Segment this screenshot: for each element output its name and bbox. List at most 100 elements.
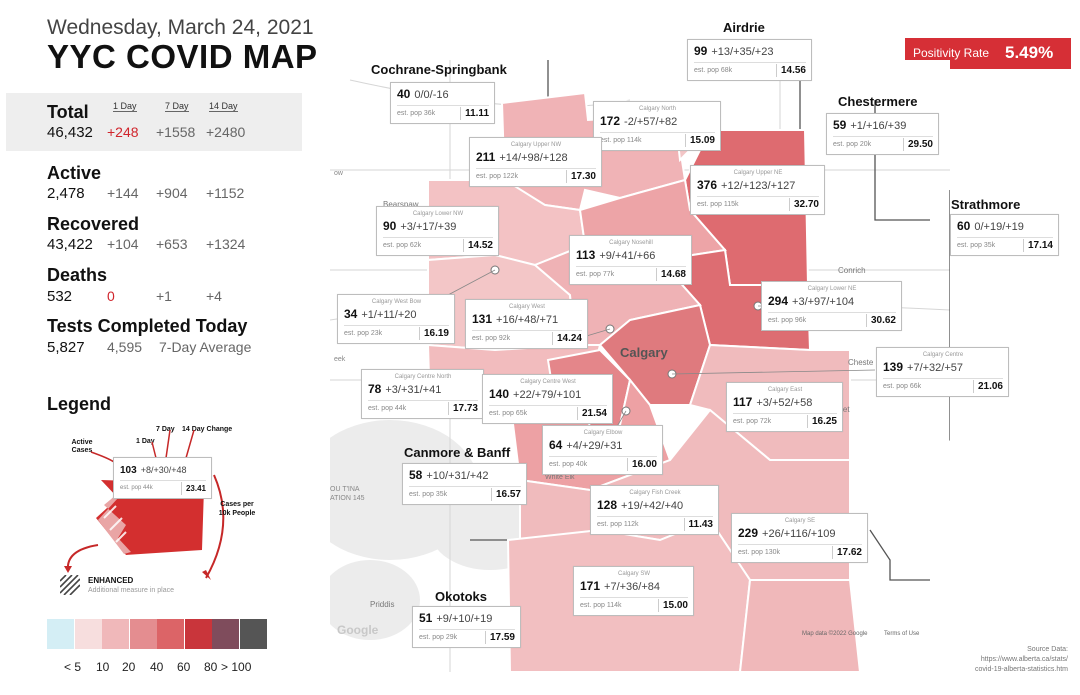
- area-active: 78: [368, 382, 382, 396]
- legend-per10k: Cases per 10k People: [218, 501, 256, 517]
- legend-sample-rate: 23.41: [180, 482, 206, 495]
- label-chestermere-small: Cheste: [848, 358, 874, 367]
- area-rate: 29.50: [902, 138, 933, 151]
- legend-sample-change: +8/+30/+48: [140, 465, 187, 475]
- area-name: Calgary Nosehill: [609, 240, 653, 246]
- date: Wednesday, March 24, 2021: [47, 16, 314, 39]
- area-pop: est. pop 35k: [957, 242, 996, 249]
- area-card-lowernw: Calgary Lower NW 90 +3/+17/+39 est. pop 62k…: [376, 206, 499, 256]
- tests-label: Tests Completed Today: [47, 316, 248, 336]
- area-active: 376: [697, 178, 718, 192]
- area-rate: 14.68: [655, 268, 686, 281]
- positivity-label: Positivity Rate: [913, 46, 990, 60]
- area-pop: est. pop 96k: [768, 317, 807, 324]
- area-change: +3/+97/+104: [792, 296, 855, 308]
- area-rate: 21.06: [972, 380, 1003, 393]
- deaths-d14: +4: [206, 288, 222, 304]
- area-pop: est. pop 36k: [397, 110, 436, 117]
- source-note: Source Data: https://www.alberta.ca/stat…: [928, 645, 1068, 675]
- label-nation: OU T'INA ATION 145: [330, 486, 365, 502]
- area-name: Calgary Upper NW: [510, 142, 562, 148]
- scale-swatch: [74, 619, 102, 649]
- area-pop: est. pop 40k: [549, 461, 588, 468]
- area-card-lowerne: Calgary Lower NE 294 +3/+97/+104 est. pop 9…: [761, 281, 902, 331]
- recovered-value: 43,422: [47, 236, 93, 253]
- area-rate: 17.73: [447, 402, 478, 415]
- area-rate: 17.30: [565, 170, 596, 183]
- scale-swatch: [47, 619, 74, 649]
- source-url2[interactable]: covid-19-alberta-statistics.htm: [975, 666, 1068, 673]
- area-active: 140: [489, 387, 510, 401]
- area-card-west: Calgary West 131 +16/+48/+71 est. pop 92k 14…: [465, 299, 588, 349]
- area-card-centrenorth: Calgary Centre North 78 +3/+31/+41 est. pop…: [361, 369, 484, 419]
- total-d7: +1558: [156, 124, 196, 140]
- area-change: +19/+42/+40: [621, 500, 684, 512]
- scale-swatch: [184, 619, 212, 649]
- area-card-se: Calgary SE 229 +26/+116/+109 est. pop 130k 1…: [731, 513, 868, 563]
- area-active: 131: [472, 312, 493, 326]
- area-change: +9/+10/+19: [436, 613, 493, 625]
- recovered-d14: +1324: [206, 236, 246, 252]
- area-rate: 32.70: [788, 198, 819, 211]
- area-active: 294: [768, 294, 789, 308]
- area-pop: est. pop 35k: [409, 491, 448, 498]
- city-strathmore: Strathmore: [951, 197, 1021, 212]
- active-d1: +144: [107, 185, 139, 201]
- area-change: 0/0/-16: [414, 89, 449, 101]
- total-label: Total: [47, 102, 89, 122]
- area-rate: 30.62: [865, 314, 896, 327]
- scale-label: 20: [122, 660, 136, 674]
- label-eek: eek: [334, 356, 346, 363]
- city-chestermere: Chestermere: [838, 94, 918, 109]
- area-pop: est. pop 122k: [476, 173, 519, 180]
- col-7day: 7 Day: [165, 101, 189, 112]
- area-active: 139: [883, 360, 904, 374]
- map-terms-link[interactable]: Terms of Use: [884, 631, 920, 637]
- area-pop: est. pop 20k: [833, 141, 872, 148]
- enhanced-hatch-icon: [60, 575, 80, 595]
- total-d14: +2480: [206, 124, 246, 140]
- deaths-label: Deaths: [47, 265, 108, 285]
- total-panel: [6, 93, 302, 151]
- recovered-d1: +104: [107, 236, 139, 252]
- area-rate: 15.09: [684, 134, 715, 147]
- area-rate: 16.57: [490, 488, 521, 501]
- recovered-d7: +653: [156, 236, 188, 252]
- area-active: 229: [738, 526, 759, 540]
- label-ow: ow: [334, 170, 343, 177]
- area-card-chestermere: 59 +1/+16/+39 est. pop 20k 29.50: [826, 113, 939, 155]
- area-card-uppernw: Calgary Upper NW 211 +14/+98/+128 est. pop …: [469, 137, 602, 187]
- area-pop: est. pop 66k: [883, 383, 922, 390]
- tests-avg-label: 7-Day Average: [159, 339, 252, 355]
- legend-enhanced-sub: Additional measure in place: [88, 587, 174, 594]
- area-rate: 17.62: [831, 546, 862, 559]
- area-card-centre: Calgary Centre 139 +7/+32/+57 est. pop 66k 2…: [876, 347, 1009, 397]
- area-change: -2/+57/+82: [624, 116, 678, 128]
- scale-swatch: [157, 619, 184, 649]
- area-rate: 21.54: [576, 407, 607, 420]
- active-d14: +1152: [206, 185, 245, 201]
- area-pop: est. pop 92k: [472, 335, 511, 342]
- source-url1[interactable]: https://www.alberta.ca/stats/: [980, 656, 1068, 663]
- area-name: Calgary Centre: [922, 352, 964, 358]
- area-rate: 16.19: [418, 327, 449, 340]
- area-card-westbow: Calgary West Bow 34 +1/+11/+20 est. pop 23k…: [337, 294, 455, 344]
- col-14day: 14 Day: [209, 101, 238, 112]
- area-name: Calgary Centre North: [394, 374, 452, 380]
- area-pop: est. pop 77k: [576, 271, 615, 278]
- tests-avg: 4,595: [107, 339, 143, 355]
- deaths-d1: 0: [107, 288, 115, 304]
- area-name: Calgary North: [638, 106, 676, 112]
- scale-label: 10: [96, 660, 110, 674]
- area-active: 34: [344, 307, 358, 321]
- area-name: Calgary Elbow: [583, 430, 623, 436]
- area-card-east: Calgary East 117 +3/+52/+58 est. pop 72k 16.…: [726, 382, 843, 432]
- area-card-cochrane: 40 0/0/-16 est. pop 36k 11.11: [390, 82, 495, 124]
- positivity-value: 5.49%: [1005, 43, 1054, 62]
- area-pop: est. pop 130k: [738, 549, 781, 556]
- legend-14day: 14 Day Change: [182, 426, 233, 433]
- active-value: 2,478: [47, 185, 85, 202]
- area-active: 59: [833, 118, 847, 132]
- label-bearspaw: Bearspaw: [383, 200, 419, 209]
- source-label: Source Data:: [1027, 646, 1068, 653]
